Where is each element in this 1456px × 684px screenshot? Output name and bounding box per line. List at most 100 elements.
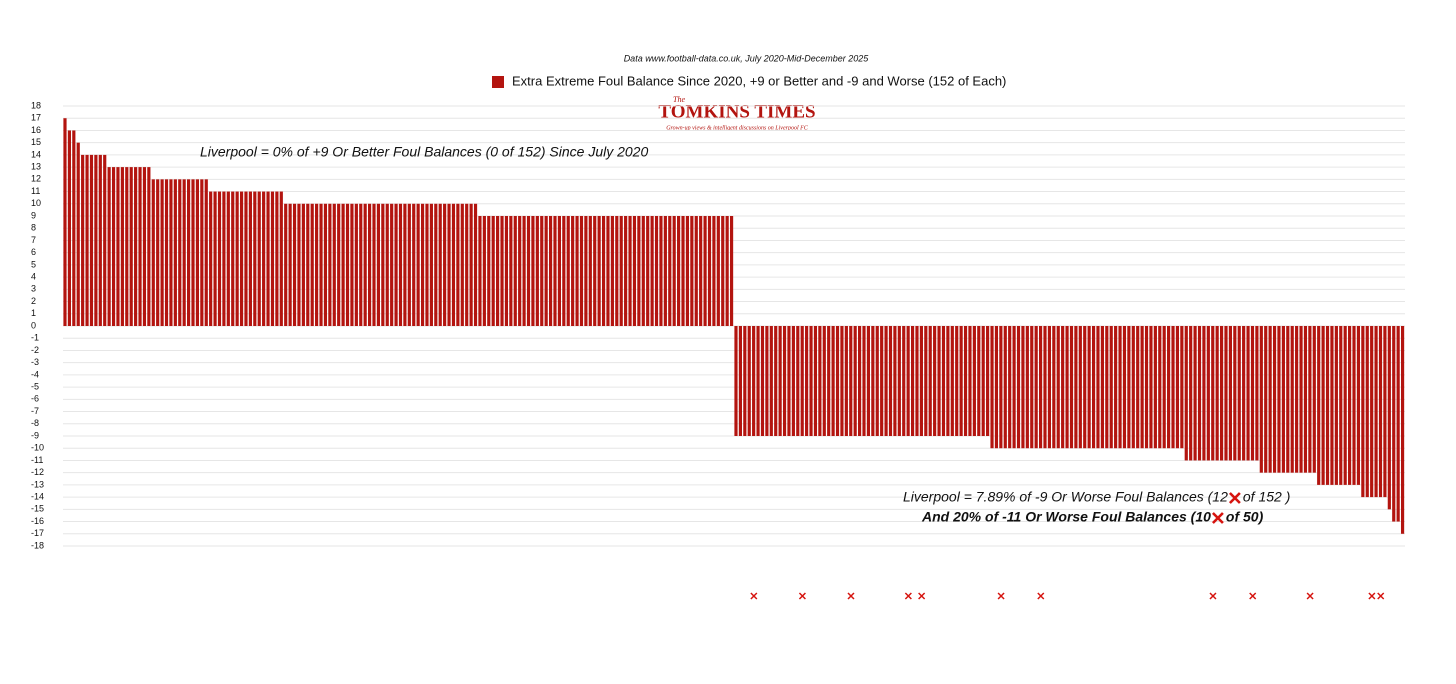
y-tick-label: -17: [31, 528, 44, 538]
bar: [337, 203, 341, 326]
bar: [518, 216, 522, 326]
bar: [959, 326, 963, 436]
bar: [390, 203, 394, 326]
bar: [447, 203, 451, 326]
bar: [89, 154, 94, 326]
bar: [434, 203, 438, 326]
logo-title: TOMKINS TIMES: [658, 101, 815, 122]
bar: [173, 179, 177, 326]
bar: [615, 216, 619, 326]
bar: [310, 203, 314, 326]
bar: [487, 216, 491, 326]
bar: [593, 216, 597, 326]
bar: [805, 326, 809, 436]
bar: [451, 203, 456, 326]
bar: [1140, 326, 1144, 449]
bar: [345, 203, 350, 326]
bar: [98, 154, 102, 326]
bar: [138, 167, 142, 326]
bar: [893, 326, 897, 436]
bar: [862, 326, 866, 436]
bar: [1339, 326, 1343, 485]
y-tick-label: 15: [31, 137, 41, 147]
bar: [381, 203, 385, 326]
bar: [142, 167, 147, 326]
bar: [1387, 326, 1391, 510]
bar: [562, 216, 566, 326]
y-tick-label: 4: [31, 271, 36, 281]
bar: [1180, 326, 1184, 449]
bar: [270, 191, 275, 326]
bar: [1325, 326, 1330, 485]
y-tick-label: 0: [31, 320, 36, 330]
subtitle: Data www.football-data.co.uk, July 2020-…: [624, 53, 870, 63]
bar: [1272, 326, 1277, 473]
bar: [981, 326, 985, 436]
y-tick-label: -14: [31, 491, 44, 501]
liverpool-marker: [1209, 592, 1217, 600]
bar: [226, 191, 230, 326]
bar: [584, 216, 588, 326]
bar: [160, 179, 164, 326]
y-tick-label: 17: [31, 113, 41, 123]
bar: [1131, 326, 1135, 449]
bar: [1383, 326, 1387, 498]
bar: [685, 216, 690, 326]
bar: [1246, 326, 1250, 461]
bar: [1370, 326, 1374, 498]
bar: [213, 191, 217, 326]
bar: [111, 167, 116, 326]
y-tick-label: -16: [31, 516, 44, 526]
bar: [209, 191, 213, 326]
bar: [244, 191, 248, 326]
bar: [403, 203, 407, 326]
bar: [1162, 326, 1166, 449]
bar: [663, 216, 667, 326]
bar: [239, 191, 244, 326]
bar: [774, 326, 778, 436]
bar: [884, 326, 888, 436]
bar: [178, 179, 182, 326]
bar: [284, 203, 288, 326]
bar: [1356, 326, 1361, 485]
bar: [350, 203, 354, 326]
bar: [1109, 326, 1113, 449]
bar: [1233, 326, 1237, 461]
bar: [782, 326, 787, 436]
bar: [712, 216, 716, 326]
y-tick-label: -1: [31, 333, 39, 343]
bar: [1167, 326, 1171, 449]
bar: [1206, 326, 1210, 461]
bar: [257, 191, 261, 326]
bar: [522, 216, 526, 326]
bar: [752, 326, 756, 436]
bar: [332, 203, 336, 326]
bar: [1268, 326, 1272, 473]
y-tick-label: 12: [31, 174, 41, 184]
bar: [465, 203, 469, 326]
bar: [681, 216, 685, 326]
bar: [1334, 326, 1338, 485]
bar: [129, 167, 133, 326]
bar: [1321, 326, 1325, 485]
bar: [1087, 326, 1091, 449]
bar: [699, 216, 703, 326]
bar: [933, 326, 937, 436]
bar: [319, 203, 323, 326]
bar: [478, 216, 482, 326]
y-tick-label: -2: [31, 345, 39, 355]
bar: [1078, 326, 1082, 449]
liverpool-marker: [1249, 592, 1257, 600]
bar: [253, 191, 257, 326]
bar: [822, 326, 826, 436]
bar: [535, 216, 539, 326]
bar: [1189, 326, 1193, 461]
annotation: Liverpool = 7.89% of -9 Or Worse Foul Ba…: [903, 489, 1228, 505]
bar: [809, 326, 813, 436]
y-tick-label: -15: [31, 504, 44, 514]
bar: [1228, 326, 1232, 461]
y-tick-label: -5: [31, 381, 39, 391]
liverpool-marker: [750, 592, 758, 600]
bar: [429, 203, 433, 326]
bar: [654, 216, 659, 326]
